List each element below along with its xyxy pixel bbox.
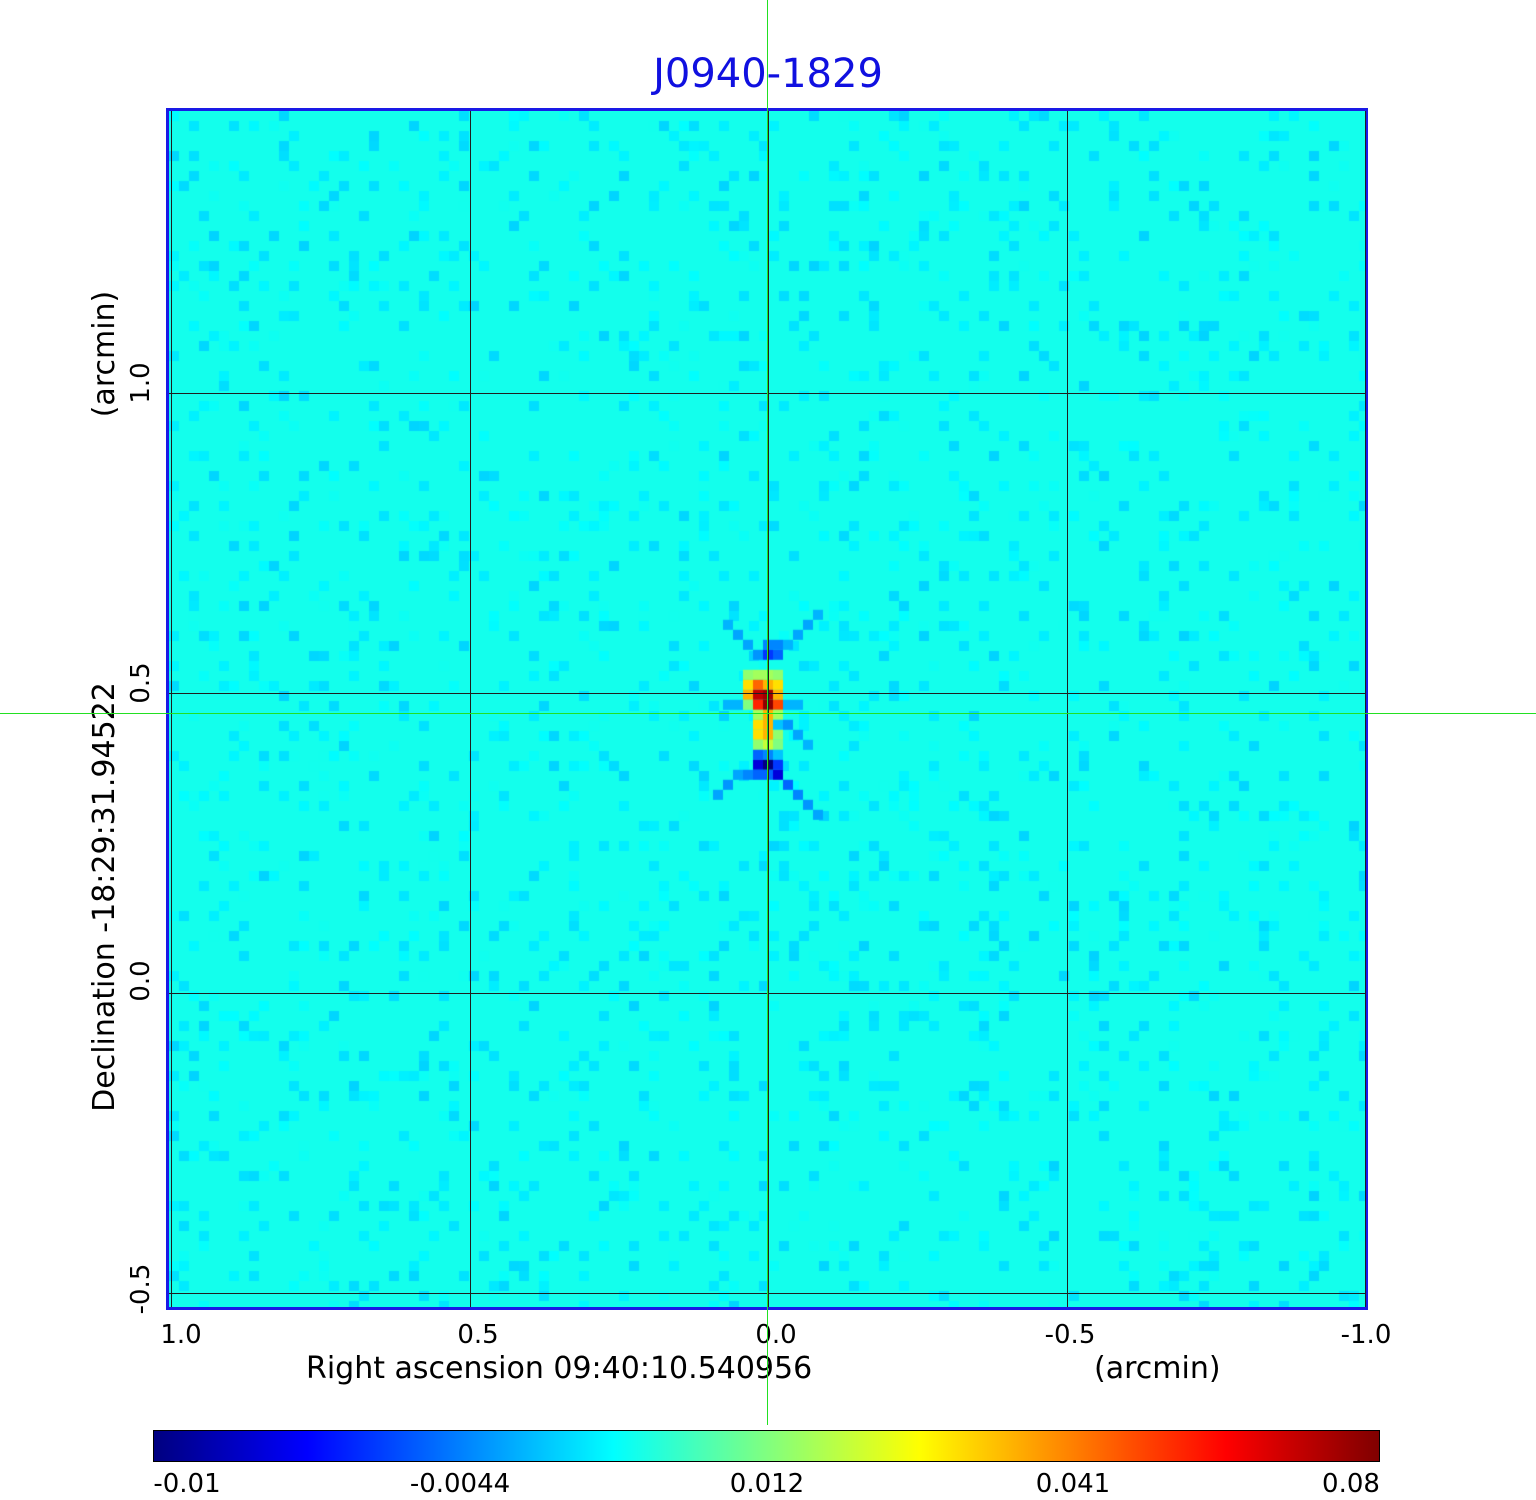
grid-line-vertical — [768, 111, 769, 1307]
colorbar-tick-label: 0.041 — [1035, 1469, 1111, 1499]
x-axis-label: Right ascension 09:40:10.540956 — [306, 1351, 813, 1386]
colorbar-tick-label: 0.012 — [729, 1469, 805, 1499]
crosshair-vertical — [767, 0, 768, 1425]
crosshair-horizontal — [0, 713, 1536, 714]
chart-title: J0940-1829 — [653, 51, 883, 97]
grid-line-vertical — [1067, 111, 1068, 1307]
x-axis-unit: (arcmin) — [1094, 1351, 1221, 1386]
grid-line-vertical — [470, 111, 471, 1307]
colorbar — [153, 1430, 1380, 1462]
x-tick-label: -1.0 — [1340, 1320, 1392, 1350]
y-tick-label: 0.5 — [126, 662, 156, 704]
x-tick-label: 0.5 — [457, 1320, 499, 1350]
x-tick-label: 1.0 — [160, 1320, 202, 1350]
y-tick-label: 1.0 — [126, 362, 156, 404]
y-tick-label: -0.5 — [126, 1263, 156, 1315]
y-axis-label: Declination -18:29:31.94522 — [87, 682, 122, 1112]
colorbar-tick-label: -0.01 — [153, 1469, 221, 1499]
grid-line-vertical — [171, 111, 172, 1307]
colorbar-tick-label: -0.0044 — [409, 1469, 511, 1499]
x-tick-label: 0.0 — [755, 1320, 797, 1350]
grid-line-vertical — [1365, 111, 1366, 1307]
y-axis-unit: (arcmin) — [87, 290, 122, 418]
y-tick-label: 0.0 — [126, 960, 156, 1002]
x-tick-label: -0.5 — [1044, 1320, 1096, 1350]
colorbar-tick-label: 0.08 — [1322, 1469, 1380, 1499]
